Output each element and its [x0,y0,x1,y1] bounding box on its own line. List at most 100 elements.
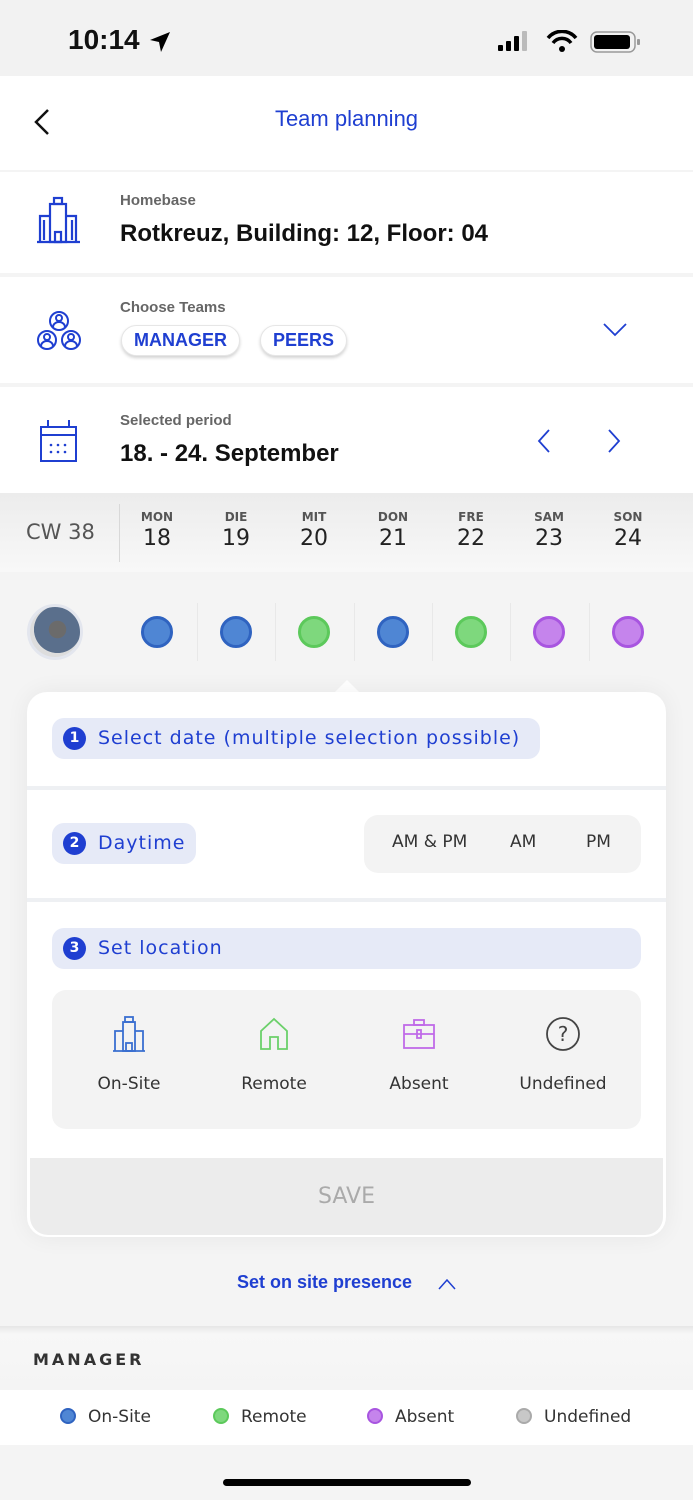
divider [588,603,590,661]
day-column[interactable]: DON 21 [363,510,423,551]
status-bar [0,0,693,76]
calendar-icon [40,420,77,462]
popover-pointer [335,680,359,692]
set-on-site-presence-link[interactable]: Set on site presence [237,1272,413,1292]
status-dot-remote[interactable] [298,616,330,648]
svg-text:?: ? [558,1022,569,1046]
divider [510,603,511,661]
divider [119,504,120,562]
period-value: 18. - 24. September [120,440,339,467]
day-date: 22 [457,526,485,551]
remote-home-icon[interactable] [258,1017,290,1051]
absent-briefcase-icon[interactable] [402,1018,436,1050]
week-strip [0,493,693,572]
step-label: Daytime [98,832,186,854]
save-button[interactable]: SAVE [30,1158,663,1235]
legend-label: Undefined [544,1407,632,1427]
daytime-am[interactable]: AM [510,832,537,852]
team-chip-peers[interactable]: PEERS [260,325,348,356]
location-undefined[interactable]: Undefined [519,1074,607,1094]
day-column[interactable]: FRE 22 [441,510,501,551]
day-column[interactable]: DIE 19 [206,510,266,551]
day-date: 19 [222,526,250,551]
teams-section[interactable] [0,277,693,383]
day-name: SON [613,510,643,524]
step-daytime: 2 Daytime [52,823,196,864]
step-label: Set location [98,937,223,959]
divider [196,603,198,661]
calendar-week: CW 38 [26,520,95,544]
day-column[interactable]: SON 24 [598,510,658,551]
homebase-label: Homebase [120,192,196,209]
step-number: 2 [63,832,86,855]
on-site-building-icon[interactable] [112,1015,146,1053]
legend-label: Remote [241,1407,307,1427]
day-name: MIT [301,510,327,524]
status-dot-on-site[interactable] [377,616,409,648]
day-column[interactable]: MIT 20 [284,510,344,551]
home-indicator [223,1479,471,1486]
step-number: 1 [63,727,86,750]
legend-remote: Remote [213,1407,307,1427]
step-set-location: 3 Set location [52,928,641,969]
divider [27,898,666,902]
status-dot-absent[interactable] [612,616,644,648]
day-column[interactable]: SAM 23 [519,510,579,551]
status-dot-remote[interactable] [455,616,487,648]
absent-dot-icon [367,1408,383,1424]
step-label: Select date (multiple selection possible… [98,727,521,749]
location-arrow-icon [150,32,170,52]
daytime-segmented-control [364,815,641,873]
day-date: 21 [379,526,407,551]
step-number: 3 [63,937,86,960]
period-label: Selected period [120,412,232,429]
teams-label: Choose Teams [120,299,226,316]
divider [275,603,276,661]
system-status-icons [498,30,640,53]
status-time: 10:14 [68,24,140,55]
teams-icon [37,311,81,350]
remote-dot-icon [213,1408,229,1424]
status-dot-on-site[interactable] [220,616,252,648]
back-chevron-icon[interactable] [30,108,54,136]
day-column[interactable]: MON 18 [127,510,187,551]
daytime-am-pm[interactable]: AM & PM [392,832,468,852]
previous-week-chevron-icon[interactable] [536,428,552,454]
day-name: SAM [534,510,564,524]
location-options [52,990,641,1129]
avatar[interactable] [27,604,83,660]
daytime-pm[interactable]: PM [586,832,611,852]
legend-on-site: On-Site [60,1407,151,1427]
group-header: MANAGER [33,1350,145,1369]
day-name: DON [377,510,409,524]
day-date: 20 [300,526,328,551]
day-name: DIE [224,510,248,524]
location-remote[interactable]: Remote [241,1074,307,1094]
status-dot-on-site[interactable] [141,616,173,648]
location-on-site[interactable]: On-Site [97,1074,161,1094]
chevron-down-icon[interactable] [602,322,628,338]
undefined-dot-icon [516,1408,532,1424]
chevron-up-icon[interactable] [437,1277,457,1291]
day-date: 24 [614,526,642,551]
team-chip-manager[interactable]: MANAGER [121,325,240,356]
legend-absent: Absent [367,1407,454,1427]
divider [27,786,666,790]
undefined-question-icon[interactable]: ? [545,1015,581,1053]
next-week-chevron-icon[interactable] [606,428,622,454]
legend-undefined: Undefined [516,1407,631,1427]
legend-label: On-Site [88,1407,151,1427]
page-title: Team planning [274,106,419,131]
group-header-bar [0,1326,693,1390]
day-date: 23 [535,526,563,551]
legend [0,1390,693,1445]
legend-label: Absent [395,1407,455,1427]
location-absent[interactable]: Absent [389,1074,449,1094]
step-select-date: 1 Select date (multiple selection possibl… [52,718,540,759]
status-dot-absent[interactable] [533,616,565,648]
day-date: 18 [143,526,171,551]
homebase-section [0,172,693,273]
day-name: MON [140,510,174,524]
day-name: FRE [458,510,484,524]
divider [353,603,355,661]
